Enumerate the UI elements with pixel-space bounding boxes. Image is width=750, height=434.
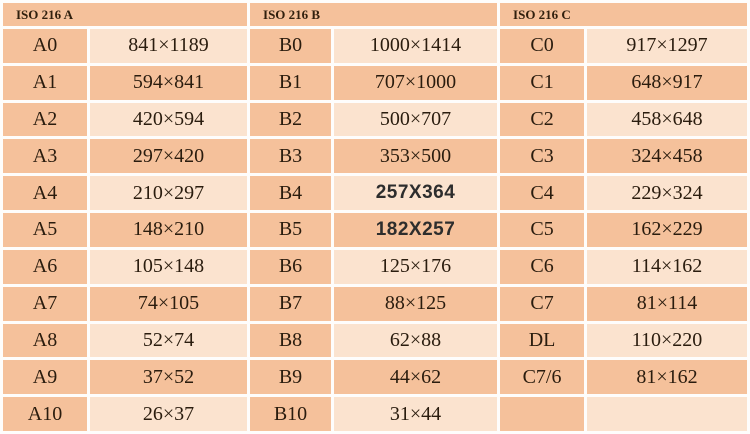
size-label-a10: A10 xyxy=(3,397,87,431)
size-value-b1: 707×1000 xyxy=(334,65,498,100)
size-label-c7-6: C7/6 xyxy=(500,360,585,395)
size-label-a4: A4 xyxy=(3,176,87,211)
size-value-c0: 917×1297 xyxy=(587,29,748,63)
size-value-a2: 420×594 xyxy=(90,102,248,137)
size-label-c2: C2 xyxy=(500,102,585,137)
size-value-b9: 44×62 xyxy=(334,360,498,395)
size-value-b5: 182X257 xyxy=(334,213,498,247)
size-label-c4: C4 xyxy=(500,176,585,211)
size-label-a9: A9 xyxy=(3,360,87,395)
size-label-c7: C7 xyxy=(500,286,585,321)
size-value-a9: 37×52 xyxy=(90,360,248,395)
size-value-b2: 500×707 xyxy=(334,102,498,137)
size-value-c1: 648×917 xyxy=(587,65,748,100)
size-value-b7: 88×125 xyxy=(334,286,498,321)
table-row: A9 37×52 B9 44×62 C7/6 81×162 xyxy=(3,360,748,395)
size-value-c7-6: 81×162 xyxy=(587,360,748,395)
size-label-b0: B0 xyxy=(250,29,332,63)
size-value-empty xyxy=(587,397,748,431)
table-row: A1 594×841 B1 707×1000 C1 648×917 xyxy=(3,65,748,100)
table-row: A5 148×210 B5 182X257 C5 162×229 xyxy=(3,213,748,247)
size-value-a8: 52×74 xyxy=(90,323,248,358)
size-label-b7: B7 xyxy=(250,286,332,321)
size-label-dl: DL xyxy=(500,323,585,358)
size-label-b3: B3 xyxy=(250,139,332,174)
table-row: A2 420×594 B2 500×707 C2 458×648 xyxy=(3,102,748,137)
size-value-b0: 1000×1414 xyxy=(334,29,498,63)
section-header-iso216b: ISO 216 B xyxy=(250,3,498,26)
size-value-b4: 257X364 xyxy=(334,176,498,211)
table-row: A6 105×148 B6 125×176 C6 114×162 xyxy=(3,249,748,284)
size-label-b6: B6 xyxy=(250,249,332,284)
size-value-b3: 353×500 xyxy=(334,139,498,174)
size-label-b9: B9 xyxy=(250,360,332,395)
size-label-b5: B5 xyxy=(250,213,332,247)
table-row: A7 74×105 B7 88×125 C7 81×114 xyxy=(3,286,748,321)
size-label-c5: C5 xyxy=(500,213,585,247)
size-label-a6: A6 xyxy=(3,249,87,284)
header-row: ISO 216 A ISO 216 B ISO 216 C xyxy=(3,3,748,26)
size-value-c7: 81×114 xyxy=(587,286,748,321)
size-label-a0: A0 xyxy=(3,29,87,63)
size-value-b6: 125×176 xyxy=(334,249,498,284)
size-value-a7: 74×105 xyxy=(90,286,248,321)
size-label-b2: B2 xyxy=(250,102,332,137)
size-value-c5: 162×229 xyxy=(587,213,748,247)
size-label-a2: A2 xyxy=(3,102,87,137)
table-row: A0 841×1189 B0 1000×1414 C0 917×1297 xyxy=(3,29,748,63)
table-row: A10 26×37 B10 31×44 xyxy=(3,397,748,431)
size-label-b1: B1 xyxy=(250,65,332,100)
table-row: A3 297×420 B3 353×500 C3 324×458 xyxy=(3,139,748,174)
size-label-c1: C1 xyxy=(500,65,585,100)
size-value-b10: 31×44 xyxy=(334,397,498,431)
size-value-a4: 210×297 xyxy=(90,176,248,211)
size-value-a0: 841×1189 xyxy=(90,29,248,63)
table-row: A4 210×297 B4 257X364 C4 229×324 xyxy=(3,176,748,211)
size-label-empty xyxy=(500,397,585,431)
size-value-a6: 105×148 xyxy=(90,249,248,284)
section-header-iso216a: ISO 216 A xyxy=(3,3,248,26)
size-value-c4: 229×324 xyxy=(587,176,748,211)
size-value-b8: 62×88 xyxy=(334,323,498,358)
size-label-b4: B4 xyxy=(250,176,332,211)
size-label-c6: C6 xyxy=(500,249,585,284)
size-value-c6: 114×162 xyxy=(587,249,748,284)
size-value-a5: 148×210 xyxy=(90,213,248,247)
size-label-a7: A7 xyxy=(3,286,87,321)
section-header-iso216c: ISO 216 C xyxy=(500,3,748,26)
size-value-a10: 26×37 xyxy=(90,397,248,431)
size-label-b8: B8 xyxy=(250,323,332,358)
size-value-a1: 594×841 xyxy=(90,65,248,100)
size-value-c3: 324×458 xyxy=(587,139,748,174)
size-value-c2: 458×648 xyxy=(587,102,748,137)
size-label-c0: C0 xyxy=(500,29,585,63)
table-row: A8 52×74 B8 62×88 DL 110×220 xyxy=(3,323,748,358)
size-label-c3: C3 xyxy=(500,139,585,174)
size-label-a5: A5 xyxy=(3,213,87,247)
size-label-a3: A3 xyxy=(3,139,87,174)
size-value-a3: 297×420 xyxy=(90,139,248,174)
size-label-b10: B10 xyxy=(250,397,332,431)
size-label-a1: A1 xyxy=(3,65,87,100)
size-value-dl: 110×220 xyxy=(587,323,748,358)
size-label-a8: A8 xyxy=(3,323,87,358)
